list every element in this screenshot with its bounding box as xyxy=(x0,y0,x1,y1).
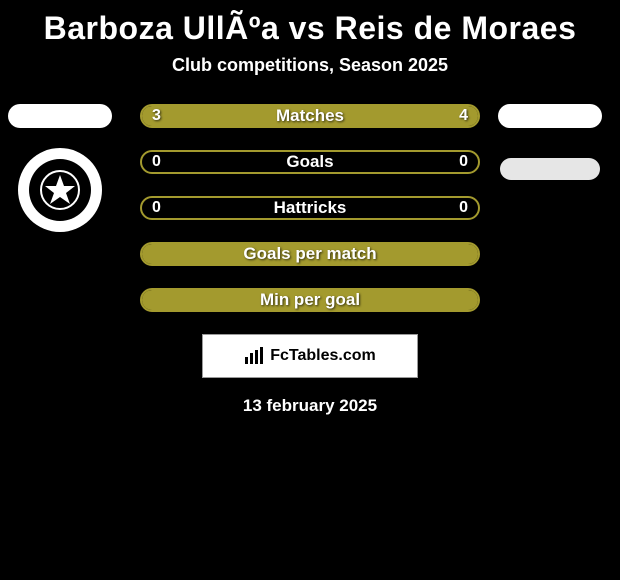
stat-row: Goals00 xyxy=(140,150,480,174)
stat-bar-track xyxy=(140,150,480,174)
stat-bar-track xyxy=(140,242,480,266)
right-logo-column xyxy=(498,104,602,180)
stat-bar-track xyxy=(140,104,480,128)
subtitle: Club competitions, Season 2025 xyxy=(0,55,620,104)
page-title: Barboza UllÃºa vs Reis de Moraes xyxy=(0,4,620,55)
stat-bar-track xyxy=(140,196,480,220)
stat-row: Matches34 xyxy=(140,104,480,128)
stat-row: Hattricks00 xyxy=(140,196,480,220)
stat-bar-fill-left xyxy=(142,244,478,264)
star-icon xyxy=(40,170,80,210)
player-right-pill-1 xyxy=(498,104,602,128)
footer-date: 13 february 2025 xyxy=(0,396,620,416)
stat-bar-fill-left xyxy=(142,106,283,126)
stat-row: Min per goal xyxy=(140,288,480,312)
left-logo-column xyxy=(8,104,112,232)
stat-bar-fill-right xyxy=(283,106,478,126)
player-left-pill xyxy=(8,104,112,128)
chart-icon xyxy=(244,347,264,365)
stat-bar-track xyxy=(140,288,480,312)
club-badge-inner xyxy=(29,159,91,221)
player-right-pill-2 xyxy=(500,158,600,180)
club-badge-left xyxy=(18,148,102,232)
brand-box: FcTables.com xyxy=(202,334,418,378)
stats-area: Matches34 Goals00 Hattricks00 Goals per mat… xyxy=(0,104,620,312)
root: Barboza UllÃºa vs Reis de Moraes Club co… xyxy=(0,0,620,416)
stat-row: Goals per match xyxy=(140,242,480,266)
brand-text: FcTables.com xyxy=(270,347,376,365)
stat-bars: Matches34 Goals00 Hattricks00 Goals per mat… xyxy=(140,104,480,312)
stat-bar-fill-left xyxy=(142,290,478,310)
